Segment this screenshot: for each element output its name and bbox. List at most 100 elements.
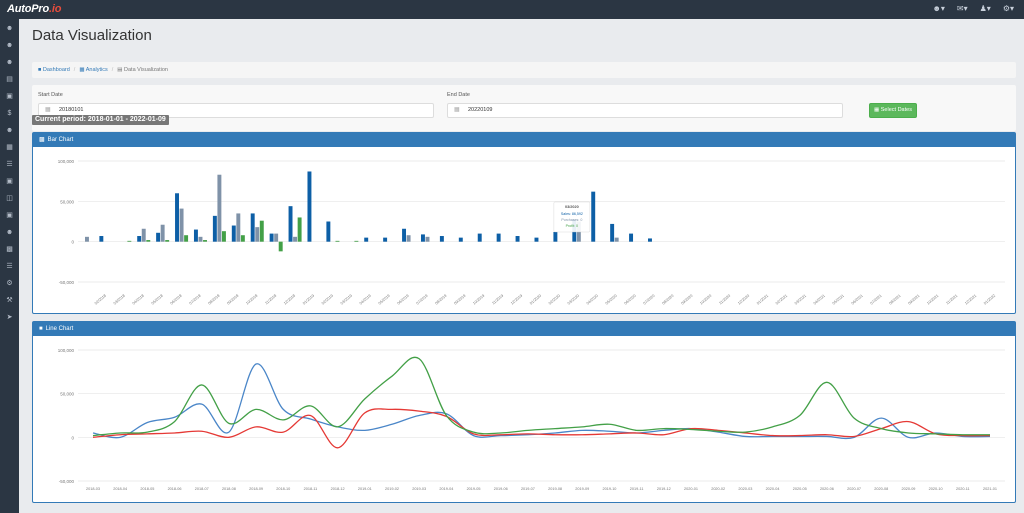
x-tick-label: 11/2021 [945, 294, 958, 306]
x-tick-label: 2019-11 [630, 487, 644, 491]
x-tick-label: 02/2021 [775, 294, 788, 306]
tooltip-box [553, 201, 591, 233]
series-line [92, 356, 991, 437]
x-tick-label: 11/2020 [718, 294, 731, 306]
id-card-icon[interactable]: ▣ [6, 178, 13, 185]
x-tick-label: 06/2019 [397, 294, 410, 306]
bar [648, 238, 652, 242]
x-tick-label: 01/2022 [983, 294, 996, 306]
breadcrumb-analytics-label: Analytics [85, 67, 108, 73]
bar [99, 236, 104, 242]
users-icon[interactable]: ☻ [5, 25, 14, 32]
car-icon[interactable]: ▤ [6, 76, 13, 83]
bar [160, 224, 165, 242]
bar-chart-header: ▩ Bar Chart [33, 133, 1015, 147]
top-icons: ☻▾ ✉▾ ♟▾ ⚙▾ [932, 4, 1014, 14]
x-tick-label: 03/2020 [567, 294, 580, 306]
tooltip-line: Purchases: 0 [561, 218, 582, 222]
x-tick-label: 04/2020 [586, 294, 599, 306]
breadcrumb-analytics[interactable]: ▩ Analytics [79, 67, 108, 73]
main-content: Data Visualization ■ Dashboard / ▩ Analyti… [19, 19, 1024, 513]
x-tick-label: 05/2021 [832, 294, 845, 306]
bar [236, 213, 241, 242]
x-tick-label: 12/2018 [283, 294, 296, 306]
x-tick-label: 09/2018 [226, 294, 239, 306]
y-tick-label: 0 [71, 240, 74, 245]
y-tick-label: 0 [71, 435, 74, 440]
x-tick-label: 02/2020 [548, 294, 561, 306]
x-tick-label: 2019-10 [602, 487, 616, 491]
bar-chart-title: Bar Chart [47, 137, 74, 143]
app-logo[interactable]: AutoPro.io [7, 3, 61, 15]
x-tick-label: 2020-06 [820, 487, 834, 491]
end-date-field[interactable]: ▦ 20220109 [447, 103, 843, 118]
wrench-icon[interactable]: ⚒ [6, 297, 13, 304]
current-period-badge: Current period: 2018-01-01 - 2022-01-09 [32, 115, 169, 125]
breadcrumb-dashboard-label: Dashboard [42, 67, 70, 73]
id-card-icon[interactable]: ▣ [6, 212, 13, 219]
x-tick-label: 2018-04 [113, 487, 127, 491]
tooltip-date: 03/2020 [565, 205, 579, 209]
end-date-value: 20220109 [468, 107, 493, 113]
start-date-value: 20180101 [59, 107, 84, 113]
x-tick-label: 2018-09 [249, 487, 263, 491]
x-tick-label: 2018-03 [86, 487, 100, 491]
x-tick-label: 2019-04 [439, 487, 453, 491]
dollar-icon[interactable]: $ [7, 110, 12, 117]
x-tick-label: 2018-07 [195, 487, 209, 491]
bar [184, 235, 189, 242]
user-icon[interactable]: ♟▾ [979, 4, 991, 13]
date-range-panel: Start Date ▦ 20180101 End Date ▦ 2022010… [32, 85, 1016, 131]
users-icon[interactable]: ☻ [5, 59, 14, 66]
bar [217, 174, 222, 242]
top-bar: AutoPro.io ☻▾ ✉▾ ♟▾ ⚙▾ [0, 0, 1024, 19]
list-icon[interactable]: ☰ [6, 161, 13, 168]
bar [137, 236, 142, 242]
id-card-icon[interactable]: ▣ [6, 93, 13, 100]
bar-chart-panel: ▩ Bar Chart 100,000 50,000 0 -50,000 02/2018 0… [32, 132, 1016, 314]
series-line [92, 408, 991, 449]
calendar-icon: ▦ [45, 107, 51, 113]
breadcrumb-dashboard[interactable]: ■ Dashboard [38, 67, 70, 73]
x-tick-label: 01/2021 [756, 294, 769, 306]
users-icon[interactable]: ☻ [5, 127, 14, 134]
y-tick-label: -50,000 [59, 280, 75, 285]
bar-chart-icon[interactable]: ▩ [6, 246, 13, 253]
list-icon[interactable]: ☰ [6, 263, 13, 270]
gear-icon[interactable]: ⚙▾ [1002, 4, 1014, 13]
breadcrumb-separator: / [111, 67, 114, 73]
calendar-icon: ▦ [454, 107, 460, 113]
chat-icon[interactable]: ✉▾ [956, 4, 968, 13]
x-tick-label: 2018-12 [331, 487, 345, 491]
line-chart-panel: ■ Line Chart 100,000 50,000 0 -50,000 2018-03… [32, 321, 1016, 503]
x-tick-label: 11/2019 [491, 294, 504, 306]
x-tick-label: 2020-10 [929, 487, 943, 491]
calendar-icon[interactable]: ▦ [6, 144, 13, 151]
bar [231, 225, 236, 242]
start-date-field[interactable]: ▦ 20180101 [38, 103, 434, 118]
x-tick-label: 10/2018 [245, 294, 258, 306]
x-tick-label: 2019-06 [494, 487, 508, 491]
breadcrumb-current-label: Data Visualization [124, 67, 168, 73]
x-tick-label: 05/2018 [151, 294, 164, 306]
x-tick-label: 2019-09 [575, 487, 589, 491]
bar [198, 236, 203, 242]
sidebar: ☻ ☻ ☻ ▤ ▣ $ ☻ ▦ ☰ ▣ ◫ ▣ ☻ ▩ ☰ ⚙ ⚒ ➤ [0, 19, 19, 513]
x-tick-label: 2018-06 [168, 487, 182, 491]
line-chart-icon: ■ [39, 326, 43, 332]
gear-icon[interactable]: ⚙ [6, 280, 13, 287]
bar [307, 171, 312, 242]
rocket-icon[interactable]: ➤ [6, 314, 13, 321]
bar [354, 240, 359, 242]
y-tick-label: -50,000 [59, 479, 75, 484]
users-icon[interactable]: ☻ [5, 42, 14, 49]
x-tick-label: 01/2020 [529, 294, 542, 306]
bar [553, 231, 558, 242]
select-dates-button[interactable]: ▦ Select Dates [869, 103, 917, 118]
end-date-label: End Date [447, 92, 470, 98]
bar [293, 236, 298, 242]
server-icon[interactable]: ◫ [6, 195, 13, 202]
users-icon[interactable]: ☻▾ [932, 4, 945, 13]
users-icon[interactable]: ☻ [5, 229, 14, 236]
bar [610, 223, 615, 242]
